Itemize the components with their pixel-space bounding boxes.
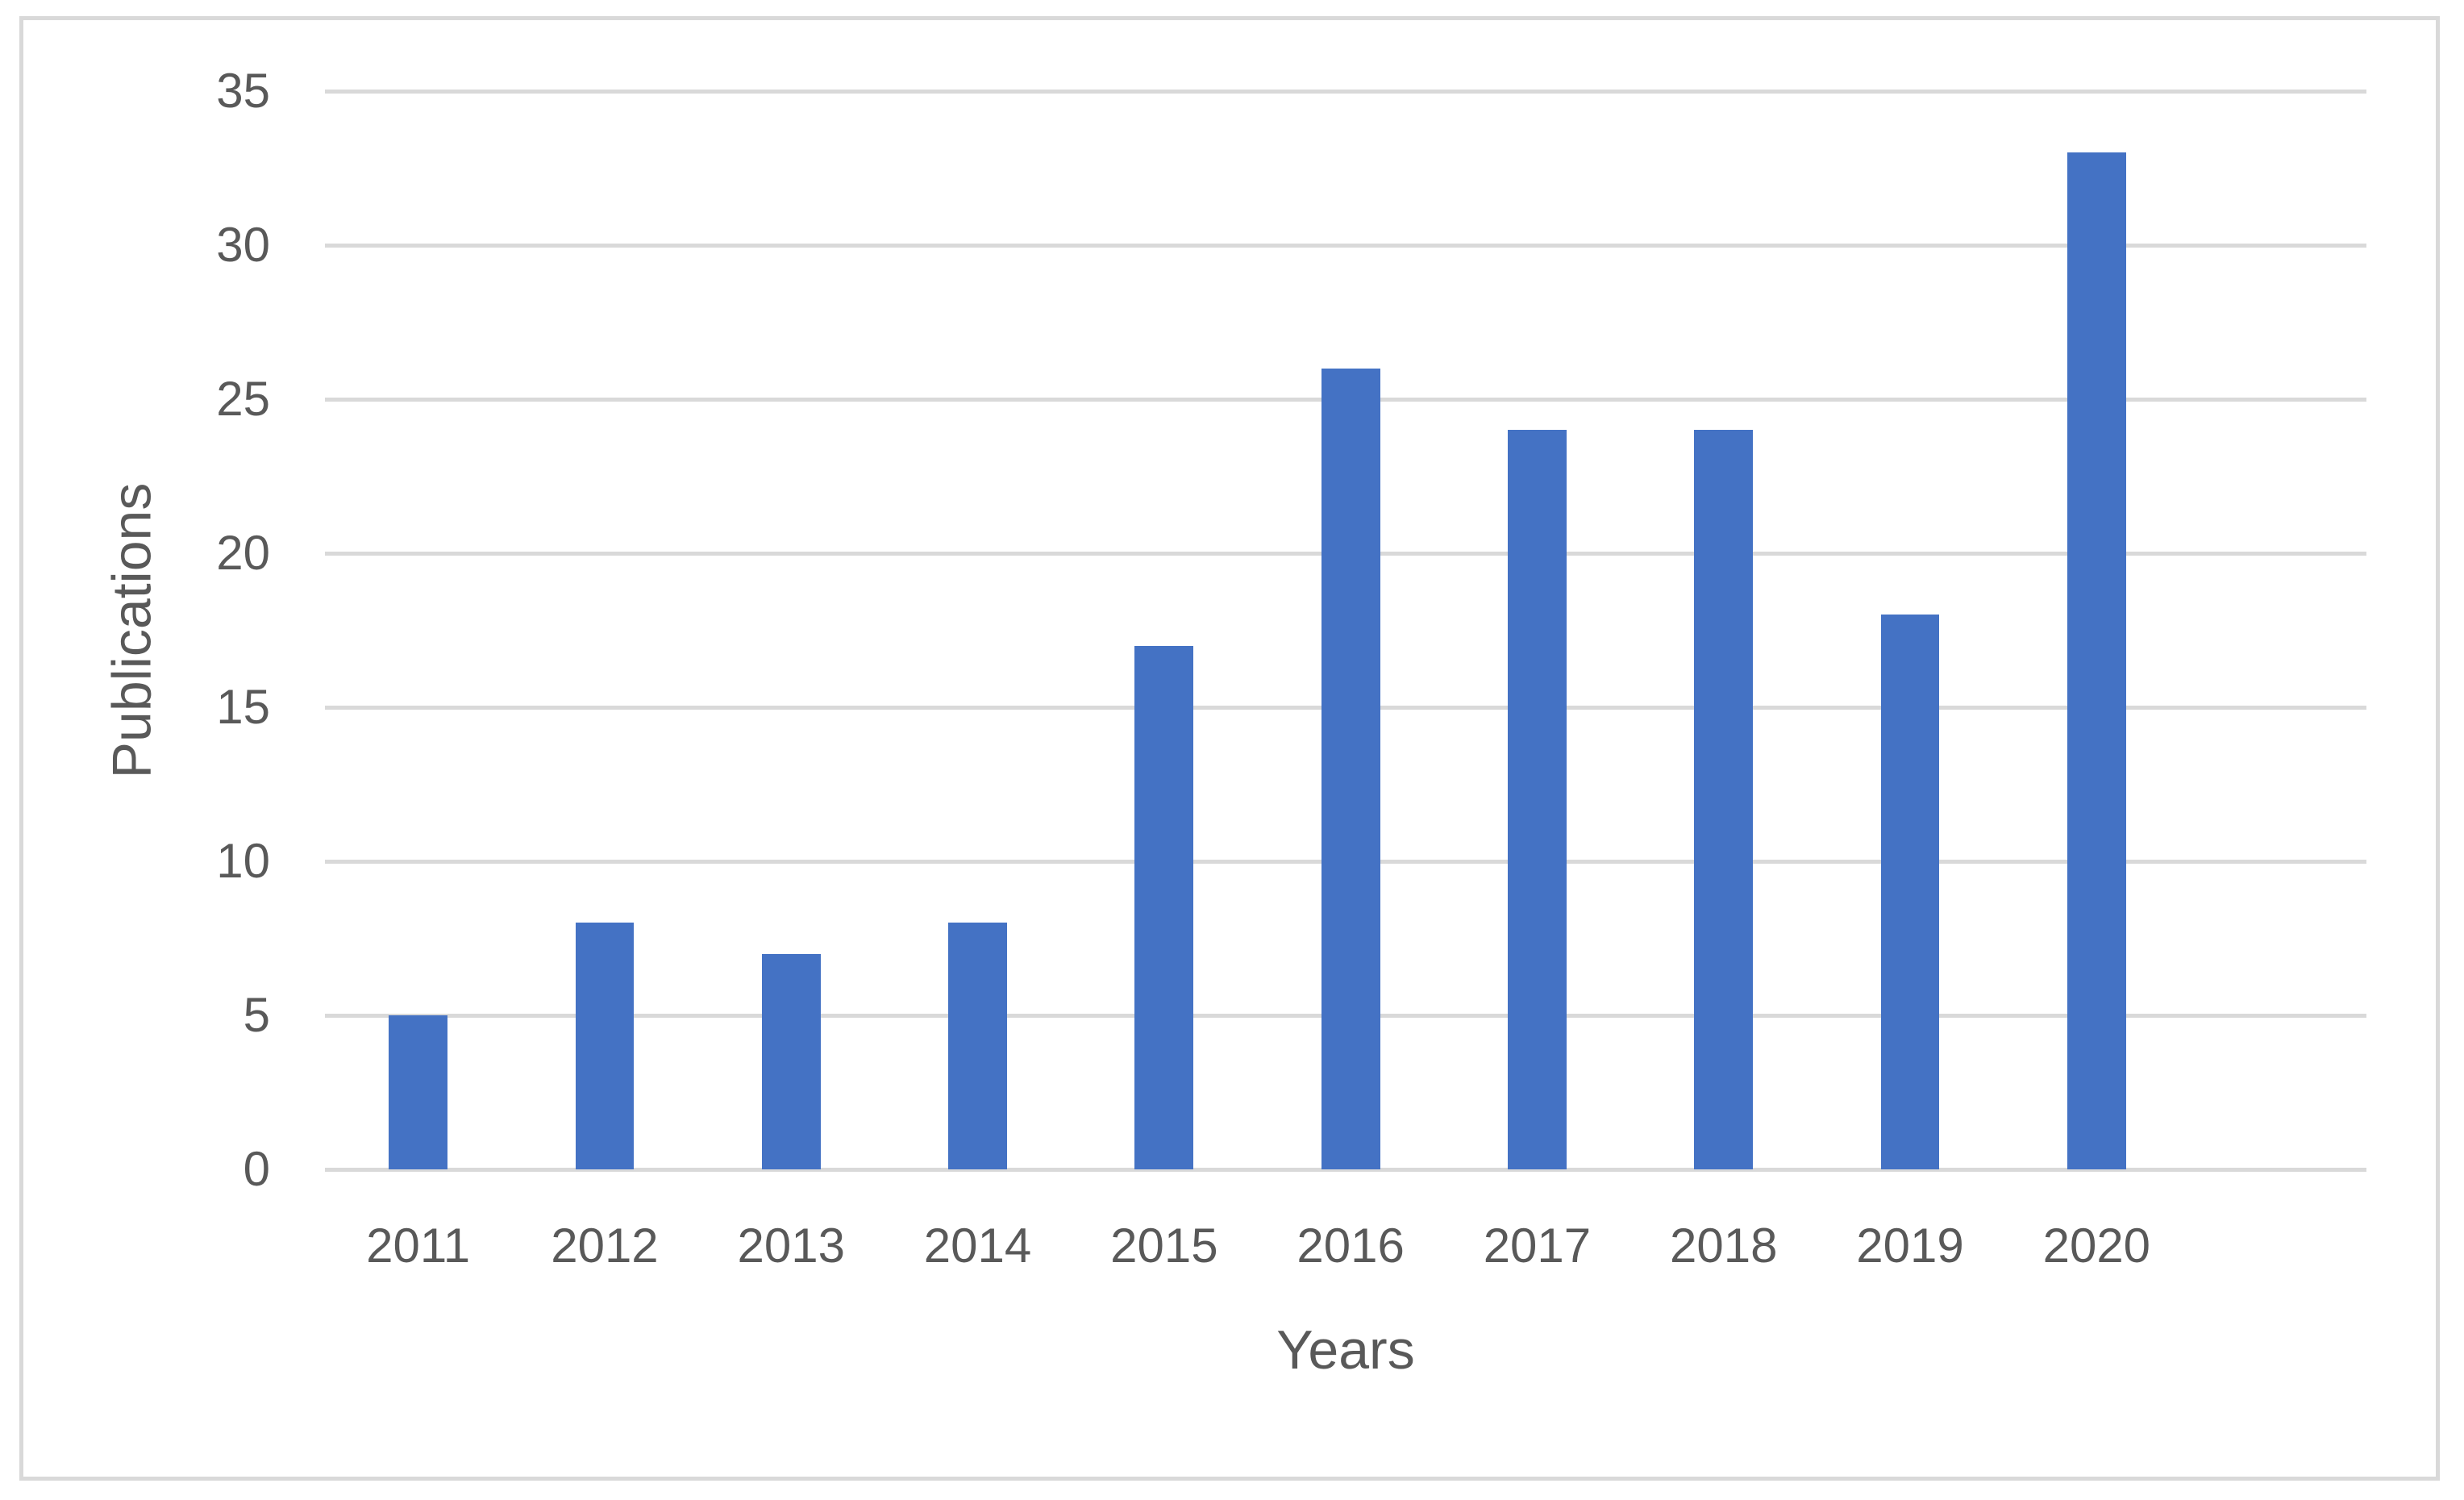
bar-slot-2015 [1071, 91, 1257, 1169]
chart-frame [19, 16, 2440, 1481]
y-tick-label-35: 35 [216, 64, 270, 118]
bar-slot-2011 [325, 91, 511, 1169]
gridline-y-30 [325, 244, 2366, 248]
gridline-y-35 [325, 90, 2366, 94]
bar-slot-2016 [1257, 91, 1443, 1169]
x-tick-label-2015: 2015 [1110, 1219, 1218, 1273]
x-tick-label-2017: 2017 [1483, 1219, 1592, 1273]
bar-2013 [761, 953, 821, 1169]
bar-2019 [1880, 615, 1940, 1169]
x-tick-label-2016: 2016 [1297, 1219, 1405, 1273]
y-tick-label-0: 0 [243, 1142, 270, 1196]
x-tick-label-2018: 2018 [1669, 1219, 1778, 1273]
x-tick-label-2011: 2011 [366, 1219, 471, 1273]
bar-2018 [1694, 430, 1754, 1169]
bar-2014 [948, 923, 1007, 1169]
bar-slot-2013 [698, 91, 884, 1169]
bar-slot-2014 [884, 91, 1071, 1169]
bar-slot-2017 [1444, 91, 1630, 1169]
x-tick-label-2013: 2013 [737, 1219, 845, 1273]
y-tick-label-25: 25 [216, 372, 270, 426]
gridline-y-0 [325, 1168, 2366, 1172]
bar-2016 [1321, 368, 1380, 1169]
bars-row [325, 91, 2190, 1169]
bar-2020 [2067, 152, 2126, 1169]
x-axis-title: Years [1276, 1319, 1415, 1381]
x-tick-label-2020: 2020 [2042, 1219, 2151, 1273]
x-tick-label-2012: 2012 [551, 1219, 659, 1273]
y-tick-label-20: 20 [216, 526, 270, 580]
bar-2011 [389, 1015, 448, 1169]
bar-2012 [575, 923, 635, 1169]
y-axis-title: Publications [101, 482, 163, 778]
bar-2017 [1508, 430, 1567, 1169]
y-tick-label-30: 30 [216, 218, 270, 272]
bar-slot-2012 [511, 91, 697, 1169]
y-tick-label-5: 5 [243, 988, 270, 1042]
bar-2015 [1134, 645, 1194, 1169]
x-tick-label-2019: 2019 [1856, 1219, 1964, 1273]
bar-slot-2020 [2004, 91, 2190, 1169]
bar-slot-2019 [1817, 91, 2003, 1169]
y-axis-title-container: Publications [87, 91, 176, 1169]
x-tick-labels: 2011 2012 2013 2014 2015 2016 2017 2018 2019 2020 [325, 1219, 2190, 1273]
bar-slot-2018 [1630, 91, 1817, 1169]
y-tick-label-15: 15 [216, 680, 270, 734]
x-tick-label-2014: 2014 [923, 1219, 1032, 1273]
y-tick-label-10: 10 [216, 834, 270, 888]
